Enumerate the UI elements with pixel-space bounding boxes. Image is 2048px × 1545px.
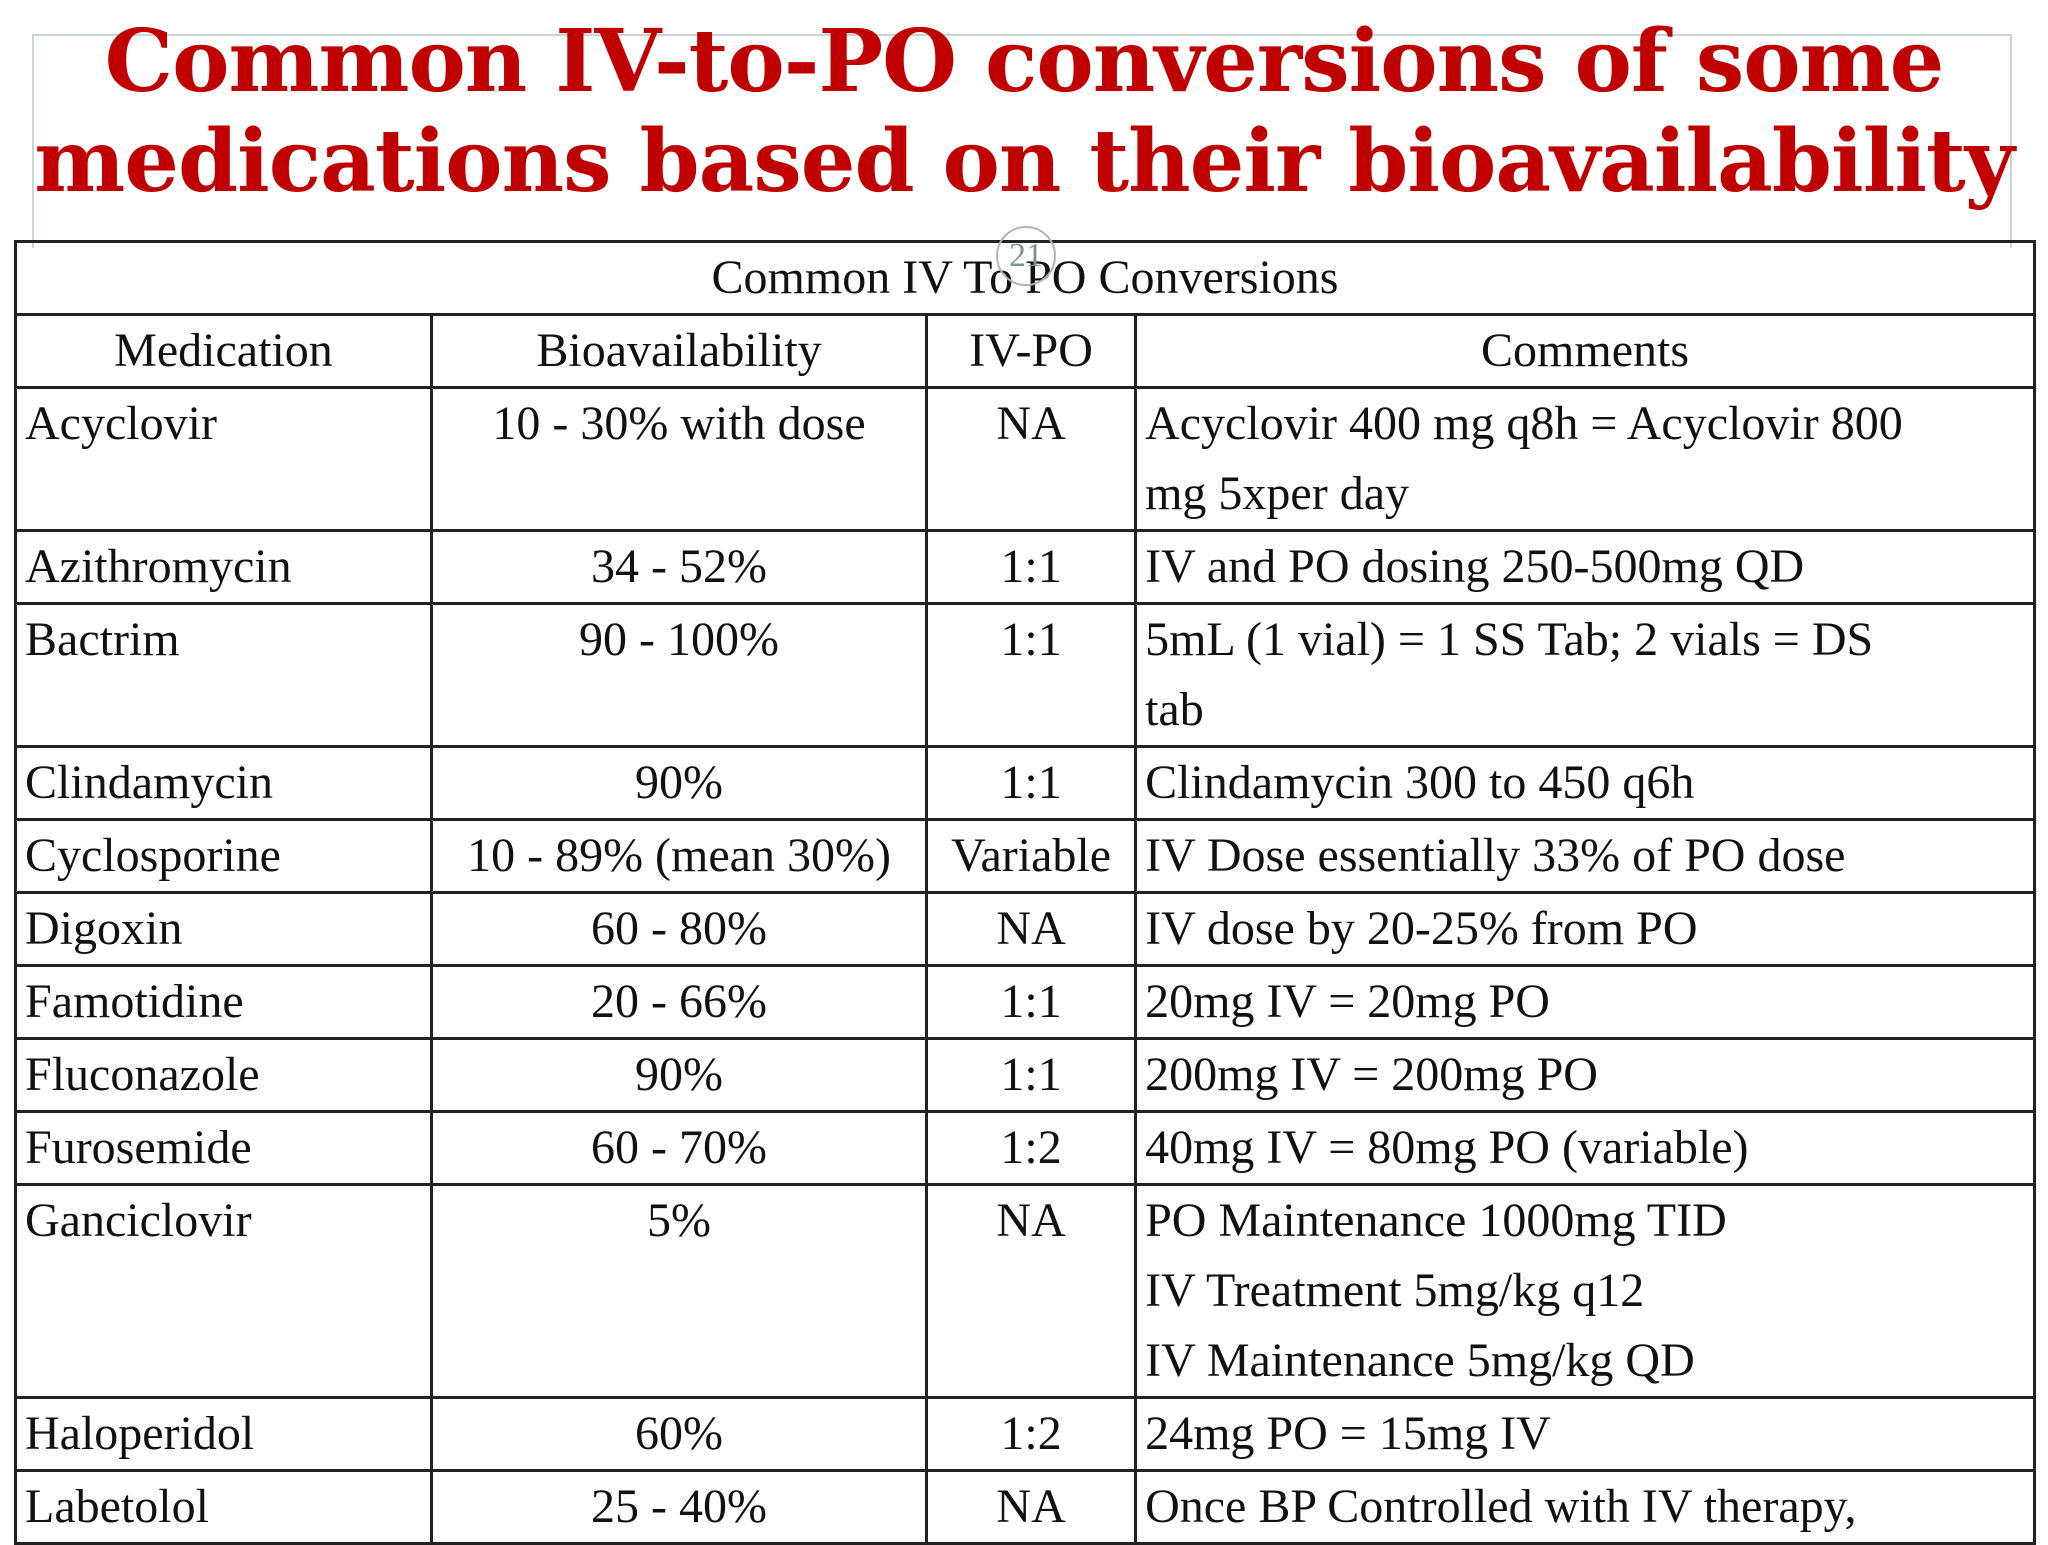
table-row: Furosemide 60 - 70% 1:2 40mg IV = 80mg PO (… xyxy=(14,1110,2036,1186)
cell-comments: 20mg IV = 20mg PO xyxy=(1134,964,2036,1040)
cell-comments: Clindamycin 300 to 450 q6h xyxy=(1134,745,2036,821)
cell-bioavailability: 20 - 66% xyxy=(429,964,929,1040)
table-row: Acyclovir 10 - 30% with dose NA Acyclovir 4… xyxy=(14,386,2036,532)
cell-bioavailability: 10 - 30% with dose xyxy=(429,386,929,532)
cell-medication: Cyclosporine xyxy=(14,818,433,894)
cell-medication: Labetolol xyxy=(14,1469,433,1545)
cell-comments: 24mg PO = 15mg IV xyxy=(1134,1396,2036,1472)
cell-bioavailability: 90% xyxy=(429,1037,929,1113)
cell-bioavailability: 34 - 52% xyxy=(429,529,929,605)
cell-bioavailability: 90% xyxy=(429,745,929,821)
cell-medication: Azithromycin xyxy=(14,529,433,605)
cell-medication: Ganciclovir xyxy=(14,1183,433,1399)
cell-comments: 40mg IV = 80mg PO (variable) xyxy=(1134,1110,2036,1186)
cell-bioavailability: 60% xyxy=(429,1396,929,1472)
table-row: Digoxin 60 - 80% NA IV dose by 20-25% from… xyxy=(14,891,2036,967)
cell-medication: Acyclovir xyxy=(14,386,433,532)
cell-iv-po: 1:1 xyxy=(925,964,1138,1040)
table-row: Labetolol 25 - 40% NA Once BP Controlled wi… xyxy=(14,1469,2036,1545)
cell-comments: PO Maintenance 1000mg TID IV Treatment 5… xyxy=(1134,1183,2036,1399)
cell-iv-po: NA xyxy=(925,1469,1138,1545)
cell-bioavailability: 5% xyxy=(429,1183,929,1399)
cell-iv-po: 1:1 xyxy=(925,745,1138,821)
cell-iv-po: NA xyxy=(925,1183,1138,1399)
cell-comments: IV dose by 20-25% from PO xyxy=(1134,891,2036,967)
table-row: Azithromycin 34 - 52% 1:1 IV and PO dosing … xyxy=(14,529,2036,605)
table-row: Bactrim 90 - 100% 1:1 5mL (1 vial) = 1 SS T… xyxy=(14,602,2036,748)
cell-iv-po: 1:1 xyxy=(925,529,1138,605)
cell-iv-po: NA xyxy=(925,386,1138,532)
cell-comments: Acyclovir 400 mg q8h = Acyclovir 800 mg … xyxy=(1134,386,2036,532)
cell-medication: Bactrim xyxy=(14,602,433,748)
slide-title: Common IV-to-PO conversions of some medi… xyxy=(34,11,2015,212)
header-iv-po: IV-PO xyxy=(925,313,1138,389)
table-header-row: Medication Bioavailability IV-PO Comment… xyxy=(14,313,2036,389)
cell-comments: Once BP Controlled with IV therapy, xyxy=(1134,1469,2036,1545)
cell-comments: 5mL (1 vial) = 1 SS Tab; 2 vials = DS ta… xyxy=(1134,602,2036,748)
cell-iv-po: 1:1 xyxy=(925,1037,1138,1113)
table-row: Clindamycin 90% 1:1 Clindamycin 300 to 450 … xyxy=(14,745,2036,821)
header-comments: Comments xyxy=(1134,313,2036,389)
cell-bioavailability: 10 - 89% (mean 30%) xyxy=(429,818,929,894)
cell-iv-po: Variable xyxy=(925,818,1138,894)
title-frame xyxy=(32,34,2012,248)
cell-comments: IV and PO dosing 250-500mg QD xyxy=(1134,529,2036,605)
cell-iv-po: NA xyxy=(925,891,1138,967)
table-row: Ganciclovir 5% NA PO Maintenance 1000mg TID… xyxy=(14,1183,2036,1399)
cell-iv-po: 1:1 xyxy=(925,602,1138,748)
table-row: Haloperidol 60% 1:2 24mg PO = 15mg IV xyxy=(14,1396,2036,1472)
header-medication: Medication xyxy=(14,313,433,389)
table-row: Famotidine 20 - 66% 1:1 20mg IV = 20mg PO xyxy=(14,964,2036,1040)
cell-bioavailability: 60 - 80% xyxy=(429,891,929,967)
cell-medication: Fluconazole xyxy=(14,1037,433,1113)
cell-medication: Haloperidol xyxy=(14,1396,433,1472)
cell-bioavailability: 25 - 40% xyxy=(429,1469,929,1545)
table-row: Fluconazole 90% 1:1 200mg IV = 200mg PO xyxy=(14,1037,2036,1113)
cell-medication: Famotidine xyxy=(14,964,433,1040)
cell-bioavailability: 90 - 100% xyxy=(429,602,929,748)
slide-number-badge: 21 xyxy=(996,226,1056,286)
table-row: Cyclosporine 10 - 89% (mean 30%) Variable I… xyxy=(14,818,2036,894)
table-body: Acyclovir 10 - 30% with dose NA Acyclovir 4… xyxy=(14,386,2036,1545)
cell-iv-po: 1:2 xyxy=(925,1110,1138,1186)
conversion-table: Common IV To PO Conversions Medication B… xyxy=(14,240,2036,1545)
cell-comments: IV Dose essentially 33% of PO dose xyxy=(1134,818,2036,894)
cell-medication: Digoxin xyxy=(14,891,433,967)
cell-bioavailability: 60 - 70% xyxy=(429,1110,929,1186)
cell-medication: Furosemide xyxy=(14,1110,433,1186)
cell-iv-po: 1:2 xyxy=(925,1396,1138,1472)
cell-medication: Clindamycin xyxy=(14,745,433,821)
cell-comments: 200mg IV = 200mg PO xyxy=(1134,1037,2036,1113)
header-bioavailability: Bioavailability xyxy=(429,313,929,389)
